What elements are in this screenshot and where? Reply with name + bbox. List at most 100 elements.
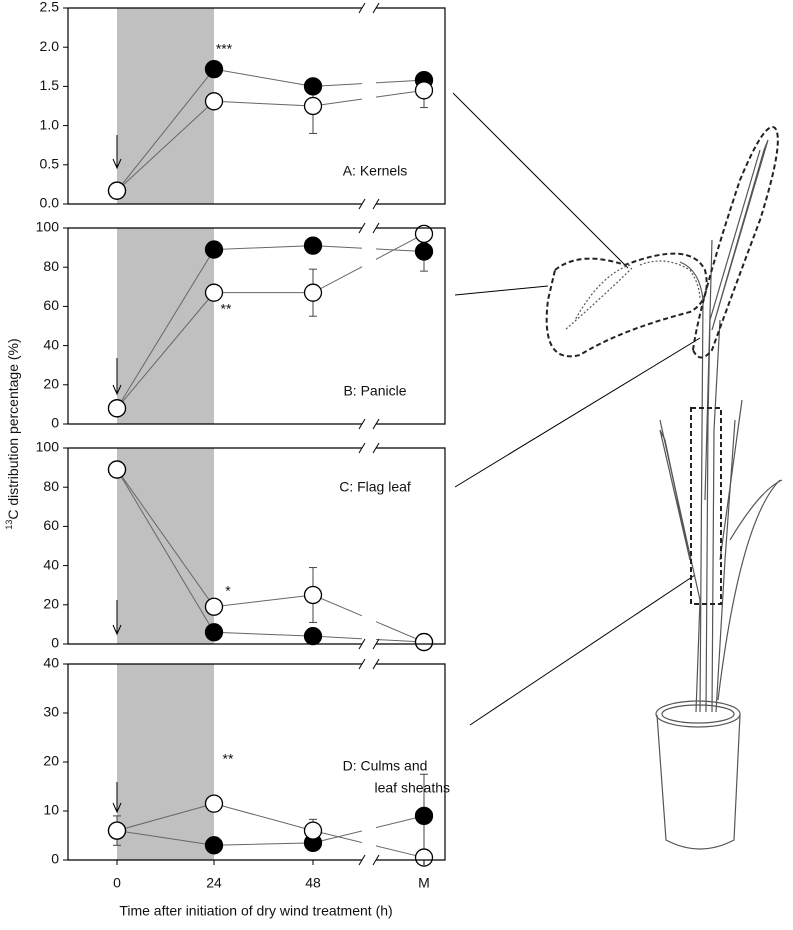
axis-break-mark bbox=[372, 442, 380, 454]
y-tick-label: 2.5 bbox=[40, 0, 60, 15]
y-tick-label: 2.0 bbox=[40, 38, 60, 54]
marker bbox=[414, 632, 434, 652]
x-tick-label: 48 bbox=[305, 875, 321, 891]
y-tick-label: 10 bbox=[43, 802, 59, 818]
treatment-shade bbox=[117, 448, 214, 644]
y-tick-label: 40 bbox=[43, 655, 59, 671]
pot-rim bbox=[655, 700, 741, 728]
y-tick-label: 80 bbox=[43, 478, 59, 494]
panel: 0 10 20 30 40 0 24 48 M ** D: Culms and leaf sheath… bbox=[43, 655, 450, 891]
panel-label: D: Culms and bbox=[343, 758, 428, 774]
leader-line bbox=[452, 92, 629, 269]
marker bbox=[303, 821, 323, 840]
panel: 0 20 40 60 80 100 * C: Flag leaf bbox=[36, 439, 446, 652]
x-tick-label: 0 bbox=[113, 875, 121, 891]
marker bbox=[204, 794, 224, 813]
marker bbox=[204, 283, 224, 302]
treatment-shade bbox=[117, 664, 214, 860]
marker bbox=[414, 81, 434, 100]
marker bbox=[414, 848, 434, 867]
axis-frame bbox=[67, 447, 446, 645]
axis-frame bbox=[67, 227, 446, 425]
y-tick-label: 80 bbox=[43, 258, 59, 274]
significance-mark: *** bbox=[216, 41, 233, 57]
y-tick-label: 1.5 bbox=[40, 77, 60, 93]
axis-break-gap bbox=[362, 6, 376, 206]
significance-mark: * bbox=[225, 583, 231, 599]
y-tick-label: 0 bbox=[51, 415, 59, 431]
axis-break-mark bbox=[372, 222, 380, 234]
panel: 0 20 40 60 80 100 ** B: Panicle bbox=[36, 219, 446, 431]
y-axis-title: 13C distribution percentage (%) bbox=[4, 338, 20, 529]
marker bbox=[303, 627, 323, 646]
flag-leaf-outline bbox=[691, 126, 779, 359]
significance-mark: ** bbox=[221, 301, 232, 317]
start-arrow bbox=[112, 358, 122, 396]
marker bbox=[204, 60, 224, 79]
axis-break-mark bbox=[372, 638, 380, 650]
start-arrow bbox=[112, 782, 122, 814]
axis-break-mark bbox=[358, 442, 366, 454]
marker bbox=[414, 806, 434, 826]
y-tick-label: 60 bbox=[43, 517, 59, 533]
leader-line bbox=[454, 285, 549, 296]
x-tick-label: 24 bbox=[206, 875, 222, 891]
marker bbox=[107, 821, 127, 840]
y-tick-label: 100 bbox=[36, 219, 60, 235]
marker bbox=[303, 283, 323, 302]
y-tick-label: 1.0 bbox=[40, 116, 60, 132]
x-tick-label: M bbox=[418, 875, 430, 891]
leader-line bbox=[454, 337, 701, 488]
marker bbox=[204, 92, 224, 111]
y-tick-label: 30 bbox=[43, 704, 59, 720]
marker bbox=[204, 623, 224, 642]
marker bbox=[303, 585, 323, 605]
y-tick-label: 60 bbox=[43, 297, 59, 313]
y-tick-label: 20 bbox=[43, 596, 59, 612]
marker bbox=[303, 96, 323, 116]
y-tick-label: 100 bbox=[36, 439, 60, 455]
axis-break-mark bbox=[358, 854, 366, 866]
marker bbox=[204, 836, 224, 855]
y-tick-label: 40 bbox=[43, 336, 59, 352]
panel-label: B: Panicle bbox=[343, 383, 406, 399]
axis-break-mark bbox=[372, 854, 380, 866]
y-axis-title-text: C distribution percentage (%) bbox=[5, 338, 21, 519]
marker bbox=[414, 242, 434, 261]
axis-break-mark bbox=[358, 638, 366, 650]
marker bbox=[107, 181, 127, 200]
marker bbox=[107, 460, 127, 479]
axis-frame bbox=[67, 663, 446, 861]
pot bbox=[656, 714, 741, 850]
y-tick-label: 0 bbox=[51, 851, 59, 867]
axis-break-gap bbox=[362, 226, 376, 426]
axis-break-mark bbox=[358, 2, 366, 14]
leader-line bbox=[469, 574, 696, 726]
axis-break-mark bbox=[358, 222, 366, 234]
panel-label: leaf sheaths bbox=[375, 780, 451, 796]
pot-rim-inner bbox=[661, 704, 735, 724]
panicle bbox=[564, 260, 701, 331]
plant-drawing bbox=[452, 92, 783, 850]
panel-label: A: Kernels bbox=[343, 163, 408, 179]
axis-break-gap bbox=[362, 662, 376, 862]
treatment-shade bbox=[117, 228, 214, 424]
y-tick-label: 0 bbox=[51, 635, 59, 651]
axis-break-mark bbox=[372, 418, 380, 430]
x-axis-title: Time after initiation of dry wind treatm… bbox=[119, 903, 392, 919]
y-tick-label: 20 bbox=[43, 376, 59, 392]
start-arrow bbox=[112, 135, 122, 170]
axis-break-mark bbox=[358, 658, 366, 670]
start-arrow bbox=[112, 600, 122, 636]
y-tick-label: 0.5 bbox=[40, 156, 60, 172]
marker bbox=[107, 399, 127, 418]
y-tick-label: 20 bbox=[43, 753, 59, 769]
axis-break-mark bbox=[358, 418, 366, 430]
leaves bbox=[659, 139, 783, 561]
axis-frame bbox=[67, 7, 446, 205]
axis-break-mark bbox=[372, 2, 380, 14]
significance-mark: ** bbox=[223, 751, 234, 767]
axis-break-gap bbox=[362, 446, 376, 646]
axis-break-mark bbox=[358, 198, 366, 210]
